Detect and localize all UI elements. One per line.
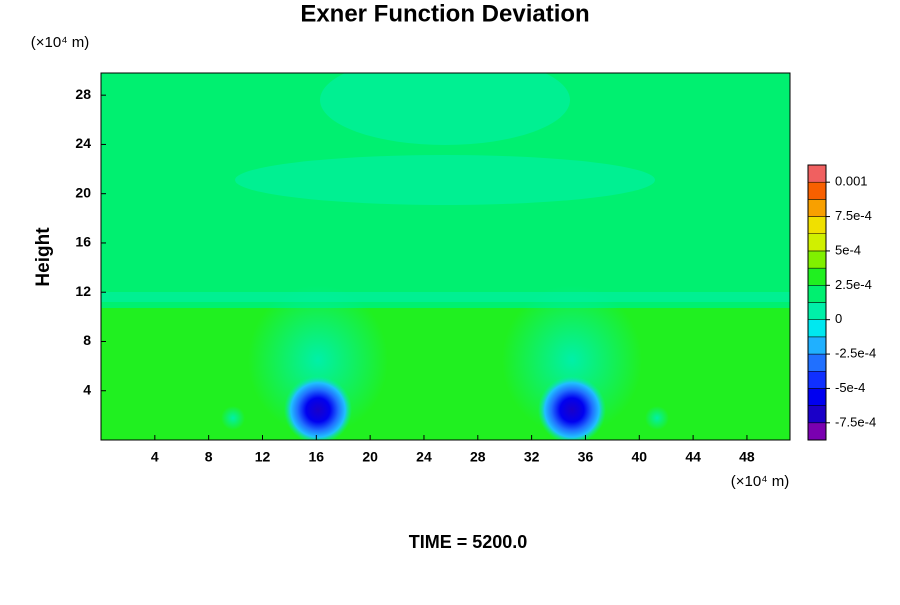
colorbar-frame xyxy=(807,164,827,441)
y-tick-label: 20 xyxy=(75,184,91,200)
colorbar-swatch xyxy=(807,405,827,424)
colorbar-swatch xyxy=(807,336,827,355)
colorbar-label: 0 xyxy=(835,311,842,326)
colorbar-label: 5e-4 xyxy=(835,242,861,257)
x-tick-label: 12 xyxy=(255,449,271,465)
y-tick-label: 8 xyxy=(83,332,91,348)
colorbar-swatch xyxy=(807,216,827,234)
x-tick-label: 48 xyxy=(739,449,755,465)
y-tick-label: 28 xyxy=(75,86,91,102)
chart-title: Exner Function Deviation xyxy=(300,0,589,27)
field-region xyxy=(320,73,570,145)
y-tick-label: 16 xyxy=(75,234,91,250)
colorbar-label: -5e-4 xyxy=(835,380,865,395)
colorbar-label: -7.5e-4 xyxy=(835,414,876,429)
x-tick-label: 32 xyxy=(524,449,540,465)
colorbar-swatch xyxy=(807,319,827,338)
y-axis-title: Height xyxy=(33,227,54,287)
field-region xyxy=(645,406,669,430)
field-minimum xyxy=(284,376,352,440)
footer: TIME = 5200.0 xyxy=(409,532,528,552)
colorbar-swatch xyxy=(807,181,827,200)
x-tick-label: 24 xyxy=(416,449,432,465)
colorbar-swatch xyxy=(807,371,827,389)
field-region xyxy=(248,285,388,435)
x-tick-label: 36 xyxy=(578,449,594,465)
y-tick-label: 12 xyxy=(75,283,91,299)
colorbar-swatch xyxy=(807,422,827,441)
x-unit: (×10⁴ m) xyxy=(731,473,790,490)
x-tick-label: 8 xyxy=(205,449,213,465)
y-tick-label: 4 xyxy=(83,381,91,397)
field-region xyxy=(221,406,245,430)
colorbar-swatch xyxy=(807,233,827,252)
colorbar-label: -2.5e-4 xyxy=(835,346,876,361)
colorbar-swatch xyxy=(807,199,827,217)
field-region xyxy=(502,285,642,435)
colorbar-swatch xyxy=(807,353,827,372)
colorbar-swatch xyxy=(807,285,827,303)
x-tick-label: 40 xyxy=(631,449,647,465)
field-band xyxy=(101,292,790,302)
colorbar-swatch xyxy=(807,302,827,320)
field-region xyxy=(235,155,655,205)
colorbar-swatch xyxy=(807,267,827,286)
colorbar-swatch xyxy=(807,164,827,183)
colorbar-swatch xyxy=(807,388,827,406)
x-tick-label: 28 xyxy=(470,449,486,465)
colorbar-swatch xyxy=(807,250,827,269)
x-tick-label: 16 xyxy=(309,449,325,465)
x-tick-label: 20 xyxy=(362,449,378,465)
colorbar-label: 2.5e-4 xyxy=(835,277,872,292)
x-tick-label: 44 xyxy=(685,449,701,465)
colorbar-label: 7.5e-4 xyxy=(835,208,872,223)
y-tick-label: 24 xyxy=(75,135,91,151)
contour-field xyxy=(101,73,790,440)
field-minimum xyxy=(538,376,606,440)
plot-frame xyxy=(100,72,791,441)
y-unit: (×10⁴ m) xyxy=(31,34,90,51)
colorbar-label: 0.001 xyxy=(835,174,868,189)
x-tick-label: 4 xyxy=(151,449,159,465)
